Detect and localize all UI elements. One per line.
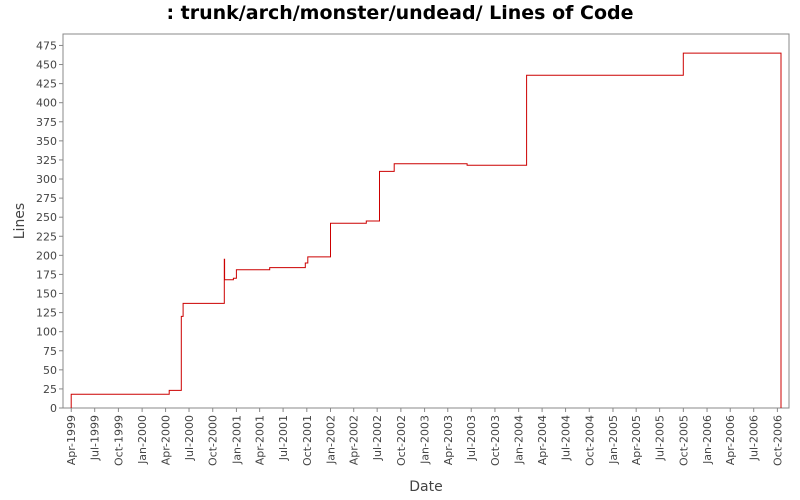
y-tick-label: 325 xyxy=(36,154,57,167)
plot-area xyxy=(62,33,790,409)
x-tick-label: Oct-2003 xyxy=(489,415,502,466)
y-tick-label: 200 xyxy=(36,249,57,262)
y-tick-label: 275 xyxy=(36,192,57,205)
x-tick-label: Apr-1999 xyxy=(65,415,78,465)
y-axis: 0 25 50 75 100 125 150 175 200 225 250 275 300 325 350… xyxy=(36,39,63,415)
y-tick-label: 375 xyxy=(36,116,57,129)
x-tick-label: Apr-2000 xyxy=(160,415,173,465)
x-tick-label: Jan-2001 xyxy=(230,415,243,465)
x-tick-label: Jul-2006 xyxy=(748,415,761,461)
x-tick-label: Jul-1999 xyxy=(89,415,102,461)
y-tick-label: 175 xyxy=(36,268,57,281)
y-tick-label: 225 xyxy=(36,230,57,243)
chart-title: : trunk/arch/monster/undead/ Lines of Co… xyxy=(166,2,634,24)
y-tick-label: 425 xyxy=(36,78,57,91)
x-tick-label: Jan-2004 xyxy=(513,415,526,465)
x-tick-label: Oct-1999 xyxy=(112,415,125,466)
x-tick-label: Jan-2006 xyxy=(701,415,714,465)
y-tick-label: 300 xyxy=(36,173,57,186)
y-tick-label: 350 xyxy=(36,135,57,148)
x-tick-label: Oct-2001 xyxy=(301,415,314,466)
x-tick-label: Oct-2004 xyxy=(583,415,596,466)
x-tick-label: Apr-2005 xyxy=(630,415,643,465)
x-tick-label: Jan-2000 xyxy=(136,415,149,465)
x-tick-label: Jan-2002 xyxy=(325,415,338,465)
x-tick-label: Apr-2003 xyxy=(442,415,455,465)
x-tick-label: Jul-2003 xyxy=(465,415,478,461)
x-tick-label: Oct-2002 xyxy=(395,415,408,466)
x-tick-label: Apr-2001 xyxy=(254,415,267,465)
x-tick-label: Jul-2001 xyxy=(277,415,290,461)
x-tick-label: Jul-2005 xyxy=(654,415,667,461)
x-axis: Apr-1999 Jul-1999 Oct-1999 Jan-2000 Apr-2000… xyxy=(65,408,784,466)
y-tick-label: 100 xyxy=(36,326,57,339)
y-axis-title: Lines xyxy=(12,203,28,239)
y-tick-label: 400 xyxy=(36,97,57,110)
series-line xyxy=(70,52,782,408)
x-tick-label: Apr-2006 xyxy=(724,415,737,465)
x-tick-label: Oct-2000 xyxy=(207,415,220,466)
x-tick-label: Jan-2005 xyxy=(607,415,620,465)
x-axis-title: Date xyxy=(409,479,442,495)
x-tick-label: Jan-2003 xyxy=(419,415,432,465)
x-tick-label: Apr-2004 xyxy=(536,415,549,465)
y-tick-label: 450 xyxy=(36,59,57,72)
y-tick-label: 475 xyxy=(36,39,57,52)
x-tick-label: Jul-2002 xyxy=(371,415,384,461)
y-tick-label: 250 xyxy=(36,211,57,224)
x-tick-label: Jul-2000 xyxy=(183,415,196,461)
y-tick-label: 150 xyxy=(36,288,57,301)
x-tick-label: Oct-2005 xyxy=(677,415,690,466)
x-tick-label: Apr-2002 xyxy=(348,415,361,465)
y-tick-label: 25 xyxy=(43,383,57,396)
x-tick-label: Jul-2004 xyxy=(560,415,573,461)
y-tick-label: 125 xyxy=(36,307,57,320)
y-tick-label: 0 xyxy=(50,402,57,415)
y-tick-label: 50 xyxy=(43,364,57,377)
x-tick-label: Oct-2006 xyxy=(771,415,784,466)
y-tick-label: 75 xyxy=(43,345,57,358)
